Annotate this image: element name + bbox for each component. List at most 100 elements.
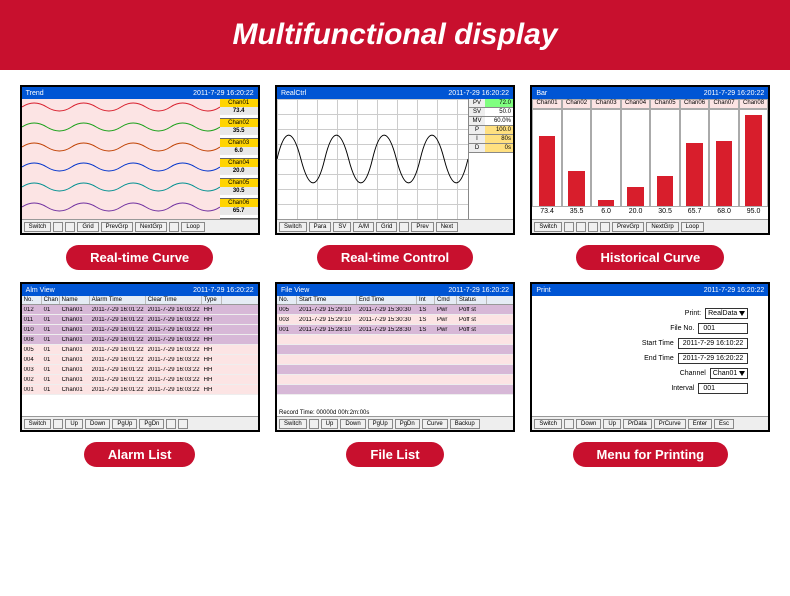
form-row: Interval001 xyxy=(552,383,748,394)
btn-esc[interactable]: Esc xyxy=(714,419,734,429)
btn-backup[interactable]: Backup xyxy=(450,419,480,429)
bar-fill xyxy=(745,115,762,206)
form-label: End Time xyxy=(644,355,674,362)
input-FileNo[interactable]: 001 xyxy=(698,323,748,334)
table-row[interactable]: 01201Chan012011-7-29 16:01:222011-7-29 1… xyxy=(22,305,258,315)
table-row[interactable] xyxy=(277,365,513,375)
caption: Menu for Printing xyxy=(573,442,729,467)
bar-values: 73.435.56.020.030.565.768.095.0 xyxy=(532,207,768,219)
table-row[interactable]: 01101Chan012011-7-29 16:01:222011-7-29 1… xyxy=(22,315,258,325)
caption: Real-time Control xyxy=(317,245,473,270)
table-row[interactable]: 00301Chan012011-7-29 16:01:222011-7-29 1… xyxy=(22,365,258,375)
titlebar: File View 2011-7-29 16:20:22 xyxy=(277,284,513,296)
btn-switch[interactable]: Switch xyxy=(534,419,562,429)
btn-blank[interactable] xyxy=(564,419,574,429)
btn-switch[interactable]: Switch xyxy=(534,222,562,232)
btn-a/m[interactable]: A/M xyxy=(353,222,374,232)
btn-blank[interactable] xyxy=(178,419,188,429)
btn-prcurve[interactable]: PrCurve xyxy=(654,419,686,429)
btn-next[interactable]: Next xyxy=(436,222,458,232)
btn-blank[interactable] xyxy=(576,222,586,232)
btn-blank[interactable] xyxy=(166,419,176,429)
bar-column xyxy=(591,109,621,207)
btn-blank[interactable] xyxy=(600,222,610,232)
screen-title: Print xyxy=(536,287,550,294)
btn-pgdn[interactable]: PgDn xyxy=(395,419,420,429)
table-row[interactable] xyxy=(277,345,513,355)
btn-pgup[interactable]: PgUp xyxy=(368,419,393,429)
btn-blank[interactable] xyxy=(588,222,598,232)
btn-nextgrp[interactable]: NextGrp xyxy=(646,222,678,232)
btn-down[interactable]: Down xyxy=(85,419,110,429)
bar-column xyxy=(680,109,710,207)
table-row[interactable]: 00101Chan012011-7-29 16:01:222011-7-29 1… xyxy=(22,385,258,395)
table-row[interactable] xyxy=(277,335,513,345)
bar-column xyxy=(621,109,651,207)
table-row[interactable]: 0052011-7-29 15:29:102011-7-29 15:30:301… xyxy=(277,305,513,315)
table-row[interactable] xyxy=(277,375,513,385)
btn-prev[interactable]: Prev xyxy=(411,222,433,232)
select-Print[interactable]: RealData xyxy=(705,308,748,319)
btn-switch[interactable]: Switch xyxy=(24,419,52,429)
screen-title: Trend xyxy=(26,90,44,97)
btn-blank[interactable] xyxy=(564,222,574,232)
screen-title: File View xyxy=(281,287,309,294)
btn-prdata[interactable]: PrData xyxy=(623,419,652,429)
table-row[interactable]: 00401Chan012011-7-29 16:01:222011-7-29 1… xyxy=(22,355,258,365)
table-row[interactable] xyxy=(277,355,513,365)
btn-para[interactable]: Para xyxy=(309,222,332,232)
btn-down[interactable]: Down xyxy=(576,419,601,429)
screen-print: Print 2011-7-29 16:20:22 Print:RealDataF… xyxy=(530,282,770,432)
btn-blank[interactable] xyxy=(169,222,179,232)
input-EndTime[interactable]: 2011-7-29 16:20:22 xyxy=(678,353,749,364)
btn-blank[interactable] xyxy=(53,222,63,232)
bar-fill xyxy=(686,143,703,206)
table-row[interactable]: 0032011-7-29 15:29:102011-7-29 15:30:301… xyxy=(277,315,513,325)
table-row[interactable]: 00801Chan012011-7-29 16:01:222011-7-29 1… xyxy=(22,335,258,345)
btn-pgup[interactable]: PgUp xyxy=(112,419,137,429)
select-Channel[interactable]: Chan01 xyxy=(710,368,749,379)
btn-blank[interactable] xyxy=(309,419,319,429)
chevron-down-icon xyxy=(739,371,745,376)
bar-fill xyxy=(716,141,733,206)
btn-switch[interactable]: Switch xyxy=(24,222,52,232)
form-label: Start Time xyxy=(642,340,674,347)
btn-switch[interactable]: Switch xyxy=(279,419,307,429)
btn-blank[interactable] xyxy=(399,222,409,232)
btn-grid[interactable]: Grid xyxy=(77,222,98,232)
btn-loop[interactable]: Loop xyxy=(681,222,704,232)
btn-up[interactable]: Up xyxy=(321,419,339,429)
btn-blank[interactable] xyxy=(65,222,75,232)
btn-switch[interactable]: Switch xyxy=(279,222,307,232)
table-row[interactable]: 0012011-7-29 15:28:102011-7-29 15:28:301… xyxy=(277,325,513,335)
cell-print-menu: Print 2011-7-29 16:20:22 Print:RealDataF… xyxy=(529,282,772,467)
table-row[interactable] xyxy=(277,385,513,395)
input-StartTime[interactable]: 2011-7-29 16:10:22 xyxy=(678,338,749,349)
btn-curve[interactable]: Curve xyxy=(422,419,448,429)
sine-wave xyxy=(277,99,468,219)
btn-enter[interactable]: Enter xyxy=(688,419,712,429)
table-row[interactable]: 00201Chan012011-7-29 16:01:222011-7-29 1… xyxy=(22,375,258,385)
titlebar: Trend 2011-7-29 16:20:22 xyxy=(22,87,258,99)
btn-blank[interactable] xyxy=(53,419,63,429)
btn-grid[interactable]: Grid xyxy=(376,222,397,232)
btn-down[interactable]: Down xyxy=(340,419,365,429)
channel-panel: Chan0173.4Chan0235.5Chan036.0Chan0420.0C… xyxy=(220,99,258,219)
btn-nextgrp[interactable]: NextGrp xyxy=(135,222,167,232)
btn-prevgrp[interactable]: PrevGrp xyxy=(612,222,644,232)
btn-loop[interactable]: Loop xyxy=(181,222,204,232)
btn-sv[interactable]: SV xyxy=(333,222,351,232)
button-bar: Switch UpDownPgUpPgDnCurveBackup xyxy=(277,416,513,430)
btn-up[interactable]: Up xyxy=(65,419,83,429)
bar-column xyxy=(709,109,739,207)
btn-pgdn[interactable]: PgDn xyxy=(139,419,164,429)
screenshots-grid: Trend 2011-7-29 16:20:22 Chan0173.4Chan0… xyxy=(0,70,790,482)
btn-up[interactable]: Up xyxy=(603,419,621,429)
input-Interval[interactable]: 001 xyxy=(698,383,748,394)
btn-prevgrp[interactable]: PrevGrp xyxy=(101,222,133,232)
cell-historical-curve: Bar 2011-7-29 16:20:22 Chan01Chan02Chan0… xyxy=(529,85,772,270)
table-row[interactable]: 00501Chan012011-7-29 16:01:222011-7-29 1… xyxy=(22,345,258,355)
table-row[interactable]: 01001Chan012011-7-29 16:01:222011-7-29 1… xyxy=(22,325,258,335)
print-form: Print:RealDataFile No.001Start Time2011-… xyxy=(532,296,768,416)
bar-fill xyxy=(568,171,585,206)
